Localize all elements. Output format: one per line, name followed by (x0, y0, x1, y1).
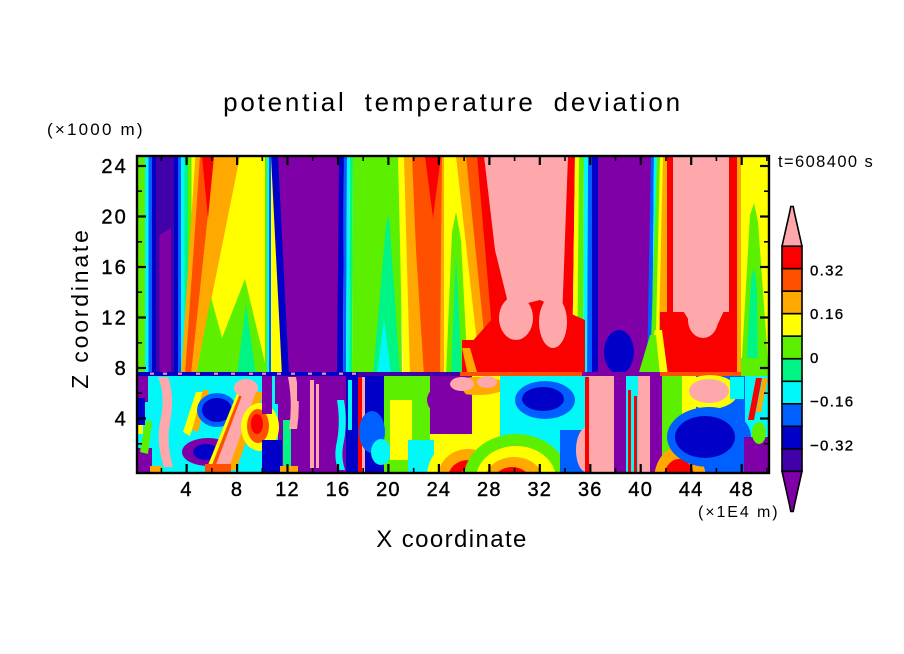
svg-text:8: 8 (231, 479, 243, 501)
svg-text:32: 32 (527, 479, 552, 501)
svg-text:0: 0 (810, 350, 820, 367)
svg-text:48: 48 (729, 479, 754, 501)
svg-text:12: 12 (275, 479, 300, 501)
svg-text:16: 16 (101, 257, 128, 279)
svg-text:4: 4 (180, 479, 192, 501)
svg-text:Z coordinate: Z coordinate (67, 227, 93, 388)
svg-text:(×1000 m): (×1000 m) (47, 120, 145, 139)
svg-text:40: 40 (628, 479, 653, 501)
svg-text:24: 24 (427, 479, 452, 501)
svg-text:20: 20 (101, 207, 128, 229)
svg-text:44: 44 (679, 479, 704, 501)
svg-text:−0.16: −0.16 (810, 394, 854, 411)
svg-text:28: 28 (477, 479, 502, 501)
svg-text:X coordinate: X coordinate (376, 526, 528, 553)
svg-text:0.32: 0.32 (810, 262, 844, 279)
svg-text:8: 8 (115, 358, 128, 380)
svg-text:−0.32: −0.32 (810, 438, 854, 455)
svg-text:t=608400 s: t=608400 s (778, 153, 874, 171)
svg-text:4: 4 (115, 409, 128, 431)
svg-text:20: 20 (376, 479, 401, 501)
svg-text:24: 24 (101, 156, 128, 178)
svg-text:potential temperature deviatio: potential temperature deviation (223, 87, 683, 117)
svg-text:12: 12 (101, 308, 128, 330)
svg-text:0.16: 0.16 (810, 306, 844, 323)
svg-text:(×1E4 m): (×1E4 m) (698, 504, 779, 521)
svg-text:36: 36 (578, 479, 603, 501)
svg-text:16: 16 (326, 479, 351, 501)
